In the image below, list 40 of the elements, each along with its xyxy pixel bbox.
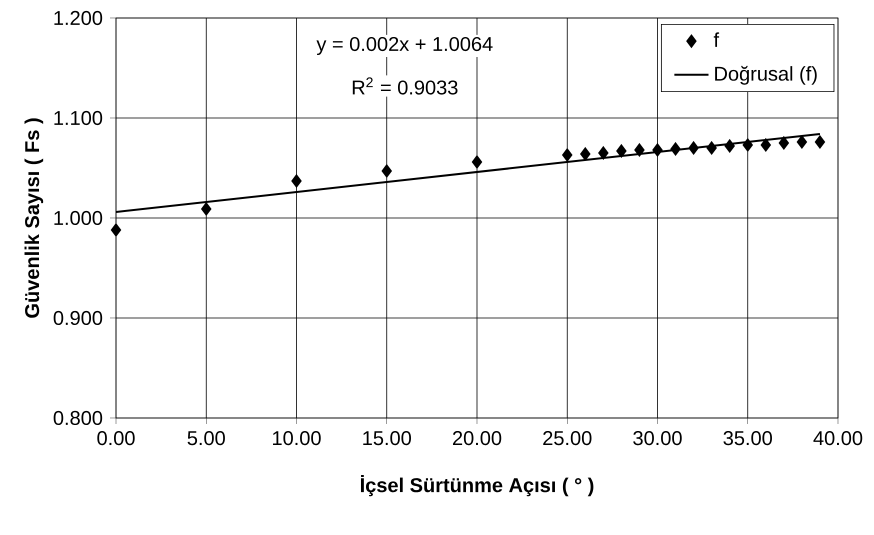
legend-label: f — [714, 32, 720, 47]
point — [778, 136, 790, 150]
point — [616, 144, 627, 158]
y-tick-label: 1.000 — [54, 210, 102, 226]
point — [580, 147, 590, 161]
y-axis-title: Güvenlik Sayısı ( Fs ) — [24, 118, 44, 318]
point — [688, 141, 699, 155]
point — [796, 135, 808, 149]
x-tick-label: 35.00 — [723, 431, 772, 446]
x-tick-label: 0.00 — [97, 431, 135, 446]
x-axis-title: İçsel Sürtünme Açısı ( ° ) — [360, 474, 594, 496]
annotation: y = 0.002x + 1.0064 — [316, 36, 493, 56]
y-tick-label: 0.800 — [54, 410, 102, 426]
y-tick-label: 1.100 — [54, 110, 102, 126]
x-tick-label: 25.00 — [543, 431, 592, 446]
legend-label: Doğrusal (f) — [715, 66, 817, 85]
point — [598, 146, 609, 160]
point — [110, 223, 122, 237]
point — [634, 143, 645, 157]
point — [382, 164, 392, 178]
x-tick-label: 30.00 — [633, 431, 682, 446]
point — [652, 143, 663, 157]
y-tick-label: 1.200 — [54, 10, 102, 26]
annotation: R$^{2}$ = 0.9033 — [352, 77, 458, 95]
point — [201, 202, 212, 216]
point — [670, 142, 681, 156]
x-tick-label: 5.00 — [188, 431, 225, 446]
point — [472, 155, 482, 169]
point — [724, 139, 735, 153]
y-tick-label: 0.900 — [54, 310, 102, 326]
point — [814, 135, 826, 149]
point — [291, 174, 302, 188]
x-tick-label: 10.00 — [273, 431, 321, 446]
x-tick-label: 20.00 — [452, 431, 502, 446]
point — [562, 148, 572, 162]
x-tick-label: 15.00 — [363, 431, 411, 446]
x-tick-label: 40.00 — [813, 431, 862, 446]
point — [760, 138, 771, 152]
point — [706, 141, 717, 155]
point — [742, 138, 753, 152]
